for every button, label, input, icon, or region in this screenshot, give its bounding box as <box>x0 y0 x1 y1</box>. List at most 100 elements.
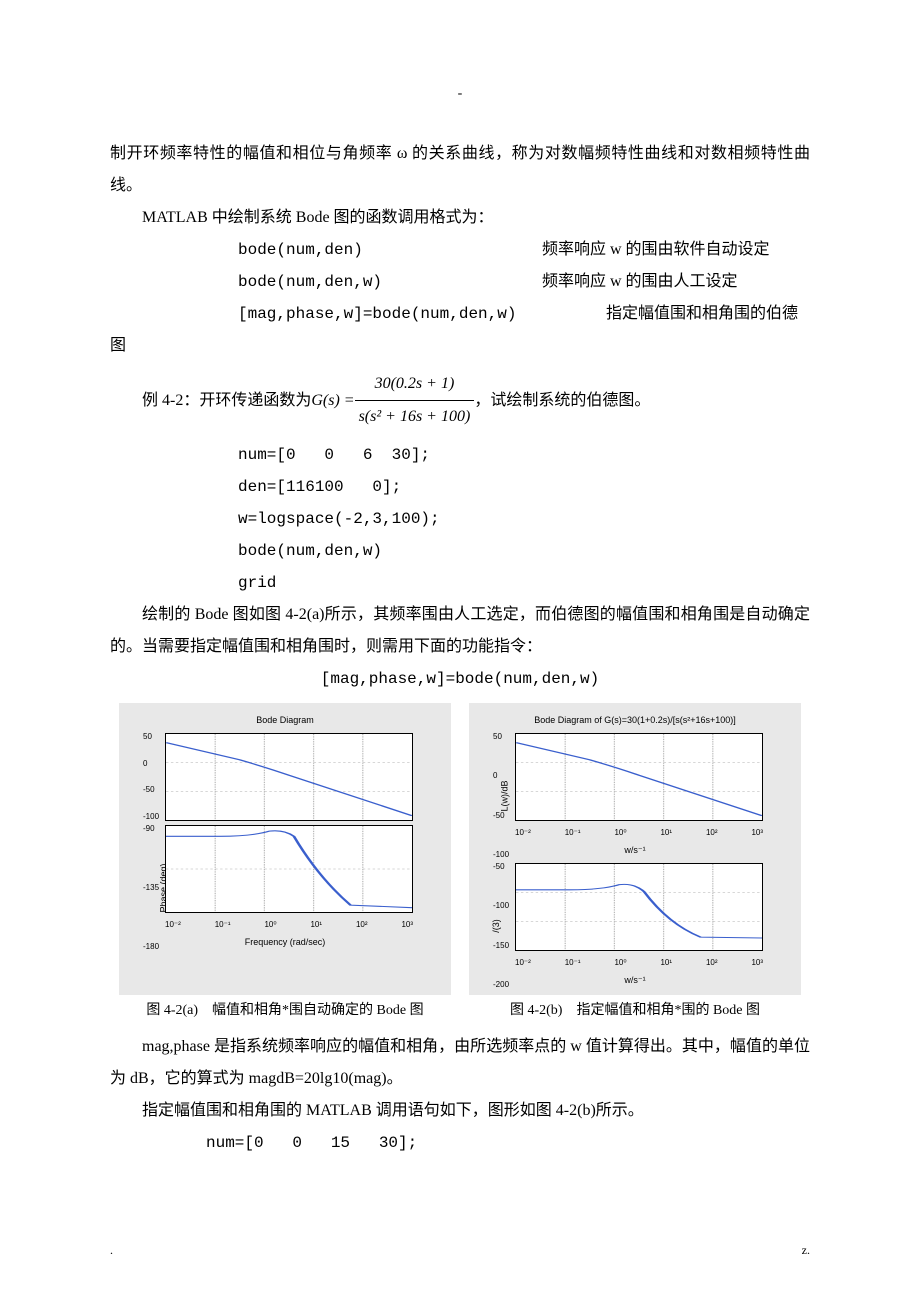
eq-prefix: 例 4-2：开环传递函数为 <box>110 385 311 417</box>
code-line: den=[116100 0]; <box>238 471 810 503</box>
equation-4-2: 例 4-2：开环传递函数为 G(s) = 30(0.2s + 1) s(s² +… <box>110 368 810 433</box>
fig-a-xlabel: Frequency (rad/sec) <box>127 933 443 951</box>
tick: 10² <box>706 825 718 841</box>
fig-a-phase-yticks: -90 -135 -180 <box>143 825 159 951</box>
code-block-1: num=[0 0 6 30]; den=[116100 0]; w=logspa… <box>110 439 810 599</box>
tick: 10⁻¹ <box>565 955 581 971</box>
tick: 10² <box>356 917 368 933</box>
tick: 10⁰ <box>614 955 626 971</box>
tick: -50 <box>493 812 509 820</box>
footer-left: . <box>110 1238 113 1262</box>
fig-a-xticks: 10⁻² 10⁻¹ 10⁰ 10¹ 10² 10³ <box>165 917 413 933</box>
cmd-text: bode(num,den,w) <box>238 266 542 298</box>
code-line: grid <box>238 567 810 599</box>
figure-4-2a: Bode Diagram Magnitude (dB) 50 0 -50 -10… <box>119 703 451 995</box>
caption-4-2a: 图 4-2(a) 幅值和相角*围自动确定的 Bode 图 <box>119 997 451 1025</box>
tick: -50 <box>143 786 159 794</box>
paragraph-1: 制开环频率特性的幅值和相位与角频率 ω 的关系曲线，称为对数幅频特性曲线和对数相… <box>110 138 810 202</box>
tick: 50 <box>493 733 509 741</box>
page: - 制开环频率特性的幅值和相位与角频率 ω 的关系曲线，称为对数幅频特性曲线和对… <box>0 0 920 1302</box>
mag-curve <box>166 743 412 816</box>
footer-right: z. <box>802 1238 810 1262</box>
fig-a-mag-yticks: 50 0 -50 -100 <box>143 733 159 821</box>
fig-b-mag-xlabel: w/s⁻¹ <box>477 841 793 859</box>
tick: -50 <box>493 863 509 871</box>
fig-a-phase-panel <box>165 825 413 913</box>
tick: -100 <box>143 813 159 821</box>
fig-a-mag-wrap: Magnitude (dB) 50 0 -50 -100 <box>127 733 443 821</box>
command-list: bode(num,den) 频率响应 w 的围由软件自动设定 bode(num,… <box>238 234 810 330</box>
fig-a-mag-panel <box>165 733 413 821</box>
eq-suffix: ，试绘制系统的伯德图。 <box>474 385 650 417</box>
tick: -135 <box>143 884 159 892</box>
phase-curve <box>166 831 412 908</box>
eq-numerator: 30(0.2s + 1) <box>355 368 475 401</box>
paragraph-3: 绘制的 Bode 图如图 4-2(a)所示，其频率围由人工选定，而伯德图的幅值围… <box>110 599 810 663</box>
fig-a-title: Bode Diagram <box>127 711 443 729</box>
fig-b-mag-panel <box>515 733 763 821</box>
paragraph-2: MATLAB 中绘制系统 Bode 图的函数调用格式为： <box>110 202 810 234</box>
fig-b-mag-yticks: 50 0 -50 -100 <box>493 733 509 859</box>
eq-fraction: 30(0.2s + 1) s(s² + 16s + 100) <box>355 368 475 433</box>
caption-4-2b: 图 4-2(b) 指定幅值和相角*围的 Bode 图 <box>469 997 801 1025</box>
code-line-2: num=[0 0 15 30]; <box>206 1127 810 1159</box>
cmd-tail: 图 <box>110 330 810 362</box>
fig-b-phase-yticks: -50 -100 -150 -200 <box>493 863 509 989</box>
fig-b-xlabel: w/s⁻¹ <box>477 971 793 989</box>
cmd-row: bode(num,den,w) 频率响应 w 的围由人工设定 <box>238 266 810 298</box>
tick: 10⁻² <box>165 917 181 933</box>
fig-b-mag-xticks: 10⁻² 10⁻¹ 10⁰ 10¹ 10² 10³ <box>515 825 763 841</box>
cmd-desc: 指定幅值围和相角围的伯德 <box>606 298 798 330</box>
tick: -150 <box>493 942 509 950</box>
tick: 10¹ <box>660 825 672 841</box>
paragraph-4: mag,phase 是指系统频率响应的幅值和相角，由所选频率点的 w 值计算得出… <box>110 1031 810 1095</box>
figure-4-2b: Bode Diagram of G(s)=30(1+0.2s)/[s(s²+16… <box>469 703 801 995</box>
fig-b-xticks: 10⁻² 10⁻¹ 10⁰ 10¹ 10² 10³ <box>515 955 763 971</box>
tick: 10¹ <box>660 955 672 971</box>
tick: -100 <box>493 902 509 910</box>
footer: . z. <box>110 1238 810 1262</box>
tick: 10³ <box>751 955 763 971</box>
eq-denominator: s(s² + 16s + 100) <box>355 401 475 433</box>
tick: 10⁰ <box>264 917 276 933</box>
tick: 10² <box>706 955 718 971</box>
figure-row: Bode Diagram Magnitude (dB) 50 0 -50 -10… <box>110 703 810 995</box>
tick: 10¹ <box>310 917 322 933</box>
grid <box>166 826 412 912</box>
cmd-desc: 频率响应 w 的围由人工设定 <box>542 266 738 298</box>
tick: 10⁻² <box>515 955 531 971</box>
grid <box>516 734 762 820</box>
tick: 10³ <box>751 825 763 841</box>
code-line: w=logspace(-2,3,100); <box>238 503 810 535</box>
fig-b-phase-panel <box>515 863 763 951</box>
cmd-row: [mag,phase,w]=bode(num,den,w) 指定幅值围和相角围的… <box>238 298 810 330</box>
cmd-desc: 频率响应 w 的围由软件自动设定 <box>542 234 770 266</box>
tick: 10⁻¹ <box>215 917 231 933</box>
cmd-center: [mag,phase,w]=bode(num,den,w) <box>110 663 810 695</box>
cmd-row: bode(num,den) 频率响应 w 的围由软件自动设定 <box>238 234 810 266</box>
caption-row: 图 4-2(a) 幅值和相角*围自动确定的 Bode 图 图 4-2(b) 指定… <box>110 997 810 1025</box>
tick: 10⁰ <box>614 825 626 841</box>
eq-lhs: G(s) = <box>311 385 354 417</box>
tick: 0 <box>493 772 509 780</box>
tick: -100 <box>493 851 509 859</box>
fig-a-phase-wrap: Phase (deg) -90 -135 -180 <box>127 825 443 951</box>
paragraph-5: 指定幅值围和相角围的 MATLAB 调用语句如下，图形如图 4-2(b)所示。 <box>110 1095 810 1127</box>
header-marker: - <box>110 80 810 108</box>
code-line: bode(num,den,w) <box>238 535 810 567</box>
tick: 50 <box>143 733 159 741</box>
cmd-text: bode(num,den) <box>238 234 542 266</box>
cmd-text: [mag,phase,w]=bode(num,den,w) <box>238 298 606 330</box>
tick: 10⁻¹ <box>565 825 581 841</box>
fig-b-title: Bode Diagram of G(s)=30(1+0.2s)/[s(s²+16… <box>477 711 793 729</box>
code-line: num=[0 0 6 30]; <box>238 439 810 471</box>
tick: -180 <box>143 943 159 951</box>
tick: -200 <box>493 981 509 989</box>
grid <box>166 734 412 820</box>
tick: 0 <box>143 760 159 768</box>
fig-b-phase-wrap: /(3) -50 -100 -150 -200 <box>477 863 793 989</box>
mag-curve <box>516 743 762 816</box>
tick: 10³ <box>401 917 413 933</box>
fig-b-mag-wrap: L(w)/dB 50 0 -50 -100 <box>477 733 793 859</box>
tick: -90 <box>143 825 159 833</box>
